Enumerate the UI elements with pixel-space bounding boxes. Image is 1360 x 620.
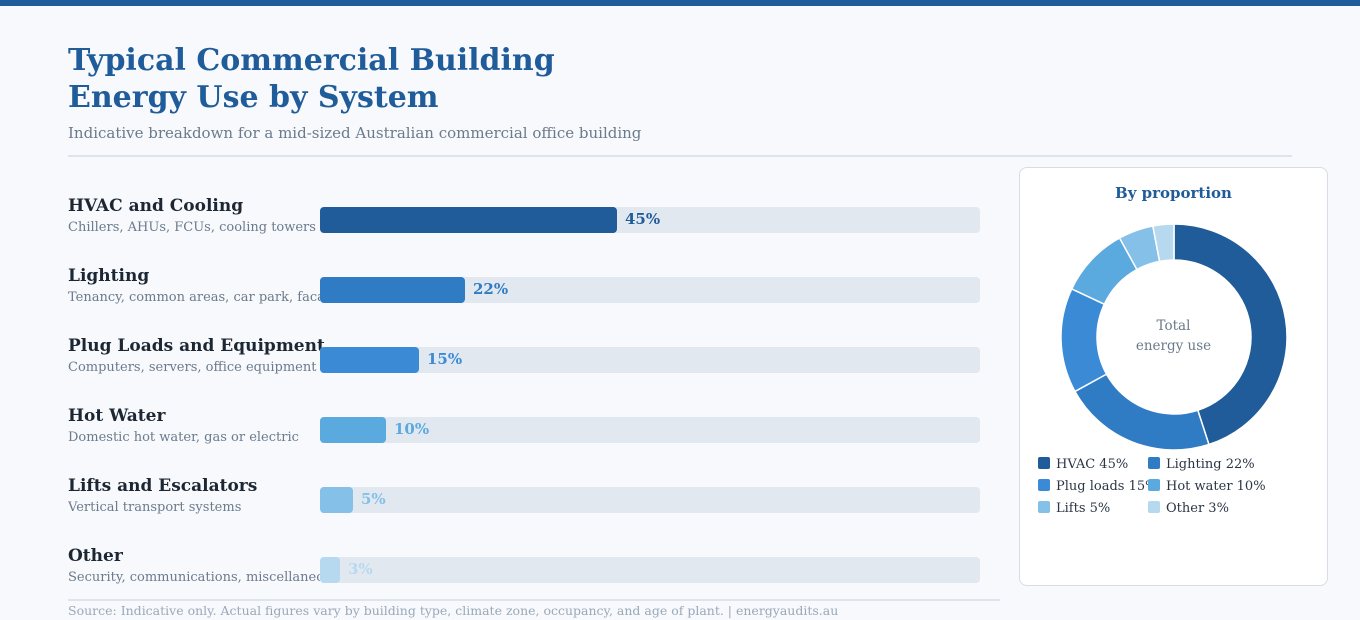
bar-category-description: Chillers, AHUs, FCUs, cooling towers xyxy=(68,220,316,235)
legend-item: Hot water 10% xyxy=(1148,479,1266,494)
header-divider xyxy=(68,155,1292,157)
title-line-2: Energy Use by System xyxy=(68,80,439,115)
legend-label: Lifts 5% xyxy=(1056,501,1111,516)
donut-slice xyxy=(1151,223,1175,263)
bar-row: Lighting Tenancy, common areas, car park,… xyxy=(68,266,980,316)
bar-track xyxy=(320,557,980,583)
center-label-line-1: Total xyxy=(1156,318,1191,334)
donut-slice xyxy=(1073,373,1210,451)
bar-row: Other Security, communications, miscellan… xyxy=(68,546,980,596)
bar-category-label: Plug Loads and Equipment xyxy=(68,336,325,356)
title-line-1: Typical Commercial Building xyxy=(68,43,555,78)
panel-title: By proportion xyxy=(1115,184,1232,202)
legend-swatch xyxy=(1148,501,1160,513)
center-label-line-2: energy use xyxy=(1135,338,1212,354)
bar-track xyxy=(320,487,980,513)
bar-row: Plug Loads and Equipment Computers, serve… xyxy=(68,336,980,386)
bar-category-label: Lighting xyxy=(68,266,150,286)
bar-value-label: 45% xyxy=(625,210,661,228)
legend-swatch xyxy=(1038,501,1050,513)
legend-label: HVAC 45% xyxy=(1056,457,1129,472)
bar-value-label: 10% xyxy=(394,420,430,438)
bar-category-description: Domestic hot water, gas or electric xyxy=(68,430,299,445)
legend-swatch xyxy=(1038,457,1050,469)
bar-row: HVAC and Cooling Chillers, AHUs, FCUs, co… xyxy=(68,196,980,246)
bar-value-label: 22% xyxy=(473,280,509,298)
bar xyxy=(320,557,340,583)
proportion-panel: By proportion Total energy use HVAC 45% L… xyxy=(1019,167,1328,586)
bar-value-label: 5% xyxy=(361,490,386,508)
bar-category-description: Security, communications, miscellaneous xyxy=(68,570,320,585)
legend-label: Other 3% xyxy=(1166,501,1229,516)
legend-item: Other 3% xyxy=(1148,501,1229,516)
footer-divider xyxy=(68,599,1000,601)
legend-item: Lighting 22% xyxy=(1148,457,1255,472)
bar-track xyxy=(320,277,980,303)
bar-row: Lifts and Escalators Vertical transport s… xyxy=(68,476,980,526)
bar-value-label: 3% xyxy=(348,560,373,578)
bar-value-label: 15% xyxy=(427,350,463,368)
bar-track xyxy=(320,347,980,373)
top-accent-band xyxy=(0,0,1360,6)
page-title: Typical Commercial Building Energy Use b… xyxy=(68,42,555,116)
bar xyxy=(320,277,465,303)
bar xyxy=(320,207,617,233)
source-note: Source: Indicative only. Actual figures … xyxy=(68,603,839,618)
donut-chart xyxy=(1060,223,1288,451)
bar xyxy=(320,487,353,513)
legend-swatch xyxy=(1148,479,1160,491)
legend-swatch xyxy=(1148,457,1160,469)
donut-center-label: Total energy use xyxy=(1020,316,1327,356)
page-subtitle: Indicative breakdown for a mid-sized Aus… xyxy=(68,124,642,142)
bar-row: Hot Water Domestic hot water, gas or elec… xyxy=(68,406,980,456)
legend-label: Plug loads 15% xyxy=(1056,479,1158,494)
bar-category-label: HVAC and Cooling xyxy=(68,196,244,216)
bar-track xyxy=(320,417,980,443)
bar-category-description: Computers, servers, office equipment xyxy=(68,360,317,375)
legend-item: Lifts 5% xyxy=(1038,501,1110,516)
legend-label: Lighting 22% xyxy=(1166,457,1255,472)
bar-category-label: Hot Water xyxy=(68,406,166,426)
bar xyxy=(320,417,386,443)
legend-item: Plug loads 15% xyxy=(1038,479,1158,494)
bar-category-description: Tenancy, common areas, car park, facade xyxy=(68,290,320,305)
legend-item: HVAC 45% xyxy=(1038,457,1128,472)
bar-track xyxy=(320,207,980,233)
legend-label: Hot water 10% xyxy=(1166,479,1266,494)
bar-category-label: Lifts and Escalators xyxy=(68,476,258,496)
bar xyxy=(320,347,419,373)
legend-swatch xyxy=(1038,479,1050,491)
bar-category-label: Other xyxy=(68,546,123,566)
donut-slice xyxy=(1173,223,1288,446)
bar-category-description: Vertical transport systems xyxy=(68,500,242,515)
